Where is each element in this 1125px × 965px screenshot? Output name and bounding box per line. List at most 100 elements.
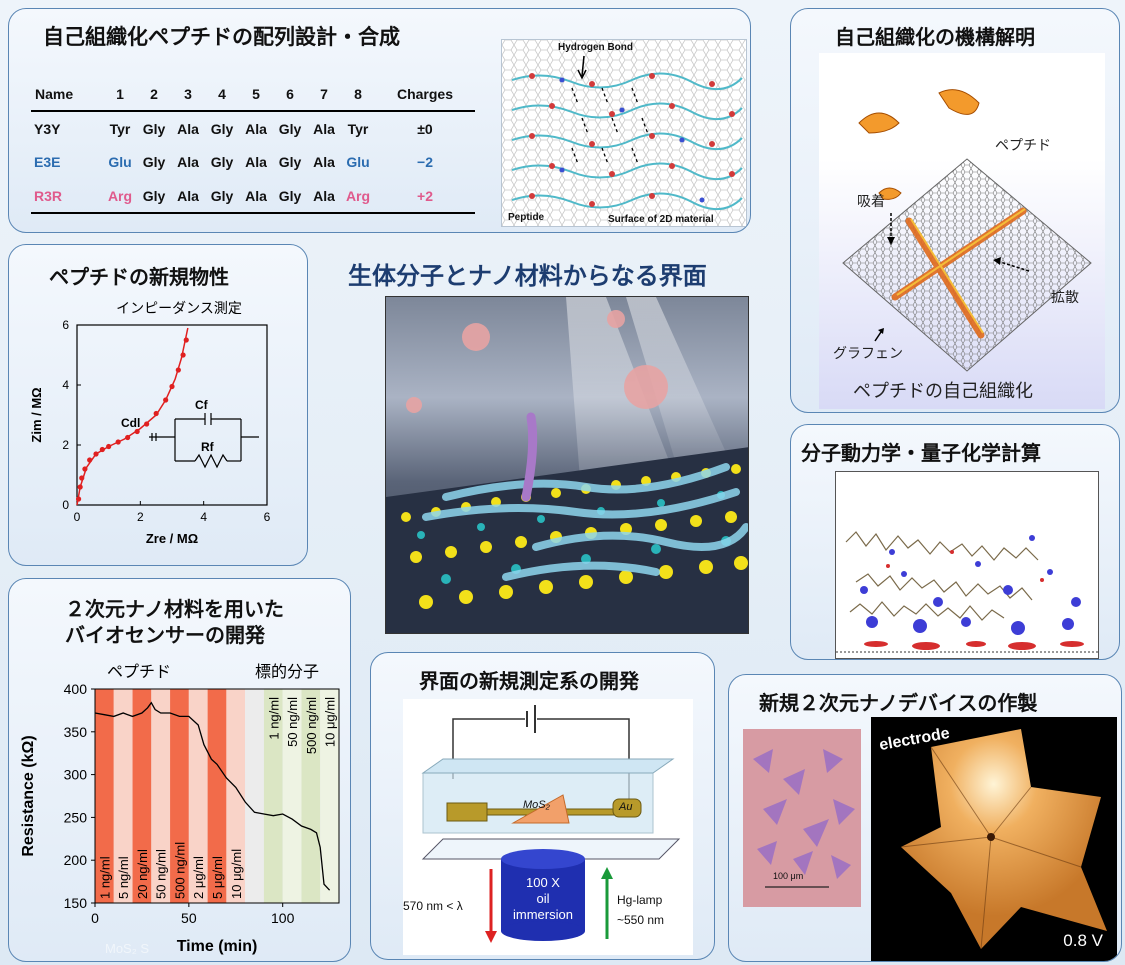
panel-title: 分子動力学・量子化学計算 — [801, 441, 1041, 465]
watermark: MoS₂ S — [105, 941, 149, 956]
panel-title: 界面の新規測定系の開発 — [419, 669, 639, 693]
band-label: 20 ng/ml — [135, 849, 150, 899]
band-label: 5 ng/ml — [116, 856, 131, 899]
mos2-flakes-graphic — [753, 749, 855, 888]
data-point — [115, 439, 121, 445]
x-tick-label: 0 — [74, 510, 81, 524]
residue: Ala — [171, 179, 205, 214]
residue: Ala — [307, 179, 341, 214]
self-assembly-image: ペプチド 吸着 拡散 グラフェン ペプチドの自己組織化 — [819, 53, 1105, 409]
equivalent-circuit-diagram — [149, 413, 259, 469]
panel-properties: ペプチドの新規物性 インピーダンス測定 0 2 4 6 0 2 4 6 Cf Cdl Rf Z… — [8, 244, 308, 566]
residue: Ala — [177, 120, 199, 137]
band-label: 10 μg/ml — [229, 849, 244, 899]
row-name: R3R — [31, 179, 103, 214]
peptide-on-2d-material-image: Hydrogen Bond Peptide Surface of 2D mate… — [501, 39, 747, 227]
peptide-molecule-icon — [878, 187, 902, 200]
y-tick-label: 400 — [64, 681, 88, 697]
charge: +2 — [375, 179, 475, 214]
panel-mechanism: 自己組織化の機構解明 — [790, 8, 1120, 413]
residue: Arg — [103, 179, 137, 214]
surface-label: Surface of 2D material — [608, 214, 714, 225]
objective-label-1: 100 X — [526, 875, 560, 890]
concentration-band — [113, 689, 133, 903]
data-point — [75, 496, 82, 502]
y-tick-label: 4 — [62, 378, 69, 392]
star-device-graphic — [900, 729, 1107, 950]
graphene-assembly-graphic — [842, 89, 1092, 372]
mos2-label: MoS₂ — [523, 799, 550, 811]
header-pos-7: 7 — [307, 77, 341, 112]
row-name: Y3Y — [34, 120, 61, 137]
y-tick-label: 250 — [64, 809, 88, 825]
panel-title: 自己組織化ペプチドの配列設計・合成 — [43, 25, 400, 49]
panel-measurement: 界面の新規測定系の開発 MoS₂ Au 100 X oil immersion — [370, 652, 715, 960]
y-axis-label: Zim / MΩ — [29, 387, 44, 442]
fluorescence-image: electrode 0.8 V — [871, 717, 1117, 961]
emission-label: 570 nm < λ — [403, 899, 463, 913]
peptide-sequence-table: Name 1 2 3 4 5 6 7 8 Charges Y3Y Tyr Gly… — [31, 77, 475, 214]
center-title: 生体分子とナノ材料からなる界面 — [348, 262, 707, 290]
hydrogen-bond-label: Hydrogen Bond — [558, 42, 633, 53]
residue: Gly — [137, 179, 171, 214]
panel-title-line2: バイオセンサーの開発 — [65, 623, 265, 647]
residue: Ala — [177, 154, 199, 170]
interface-illustration — [385, 296, 749, 634]
measurement-setup-graphic — [421, 705, 681, 943]
adsorption-label: 吸着 — [857, 194, 885, 210]
residue: Gly — [278, 154, 302, 170]
x-tick-label: 100 — [271, 910, 295, 926]
y-tick-label: 150 — [64, 895, 88, 911]
optical-micrograph: 100 μm — [743, 729, 861, 907]
concentration-band — [151, 689, 171, 903]
concentration-band — [226, 689, 246, 903]
band-label: 50 ng/ml — [285, 697, 300, 747]
interface-graphic — [386, 297, 748, 633]
data-point — [175, 367, 181, 373]
residue: Gly — [278, 120, 302, 137]
data-point — [169, 383, 175, 390]
table-row: R3R Arg Gly Ala Gly Ala Gly Ala Arg +2 — [31, 179, 475, 214]
concentration-band — [95, 689, 114, 903]
table-row: Y3Y Tyr Gly Ala Gly Ala Gly Ala Tyr ±0 — [31, 111, 475, 145]
data-point — [79, 475, 85, 481]
graphene-label: グラフェン — [833, 346, 903, 362]
band-label: 50 ng/ml — [154, 849, 169, 899]
panel-peptide-design: 自己組織化ペプチドの配列設計・合成 Name 1 2 3 4 5 6 7 8 C… — [8, 8, 751, 233]
cf-label: Cf — [195, 398, 209, 412]
residue: Tyr — [347, 120, 369, 137]
header-pos-3: 3 — [171, 77, 205, 112]
charge: ±0 — [417, 120, 433, 137]
data-point — [99, 446, 105, 453]
target-header: 標的分子 — [255, 663, 319, 681]
impedance-chart: インピーダンス測定 0 2 4 6 0 2 4 6 Cf Cdl Rf Zre / MΩ Zi… — [29, 300, 271, 546]
band-label: 500 ng/ml — [304, 697, 319, 754]
concentration-band — [320, 689, 339, 903]
objective-label-2: oil — [536, 891, 550, 906]
data-point — [153, 410, 159, 417]
au-label: Au — [619, 801, 633, 813]
residue: Ala — [245, 120, 267, 137]
row-name: E3E — [34, 154, 61, 170]
band-label: 10 μg/ml — [323, 697, 338, 747]
data-point — [180, 352, 186, 358]
plot-frame — [94, 688, 340, 904]
molecular-structure-graphic — [502, 40, 746, 226]
panel-title: 新規２次元ナノデバイスの作製 — [759, 691, 1038, 715]
residue: Ala — [313, 154, 335, 170]
data-point — [77, 484, 83, 490]
residue: Gly — [142, 154, 166, 170]
band-label: 1 ng/ml — [266, 697, 281, 740]
rf-label: Rf — [201, 440, 215, 454]
objective-label-3: immersion — [513, 907, 573, 922]
header-pos-8: 8 — [341, 77, 375, 112]
x-axis-label: Time (min) — [177, 938, 258, 955]
header-pos-4: 4 — [205, 77, 239, 112]
header-charges: Charges — [375, 77, 475, 112]
residue: Ala — [239, 179, 273, 214]
residue: Gly — [142, 120, 166, 137]
panel-title: ペプチドの新規物性 — [49, 265, 229, 289]
diffusion-label: 拡散 — [1051, 290, 1079, 306]
header-pos-5: 5 — [239, 77, 273, 112]
y-axis-label: Resistance (kΩ) — [20, 735, 37, 856]
